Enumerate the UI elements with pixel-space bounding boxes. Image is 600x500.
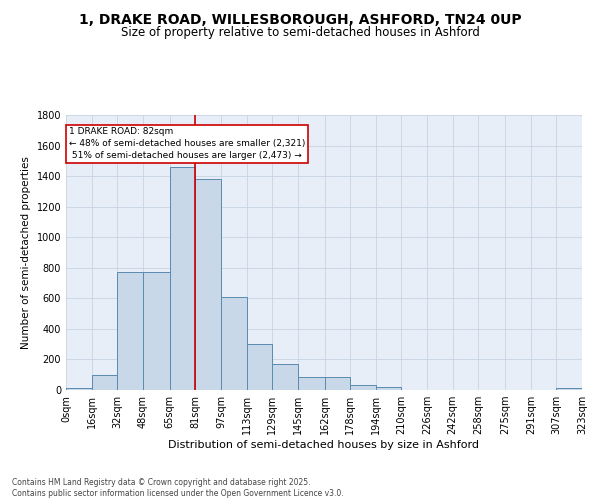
Bar xyxy=(170,167,196,390)
Text: Size of property relative to semi-detached houses in Ashford: Size of property relative to semi-detach… xyxy=(121,26,479,39)
Bar xyxy=(92,374,117,390)
Bar xyxy=(196,179,221,390)
Bar xyxy=(247,344,272,390)
Y-axis label: Number of semi-detached properties: Number of semi-detached properties xyxy=(21,156,31,349)
Bar xyxy=(221,297,247,390)
Bar xyxy=(117,272,143,390)
Bar xyxy=(66,388,92,390)
Bar xyxy=(350,386,376,390)
X-axis label: Distribution of semi-detached houses by size in Ashford: Distribution of semi-detached houses by … xyxy=(169,440,479,450)
Text: 1 DRAKE ROAD: 82sqm
← 48% of semi-detached houses are smaller (2,321)
 51% of se: 1 DRAKE ROAD: 82sqm ← 48% of semi-detach… xyxy=(69,127,305,160)
Bar xyxy=(556,388,582,390)
Text: 1, DRAKE ROAD, WILLESBOROUGH, ASHFORD, TN24 0UP: 1, DRAKE ROAD, WILLESBOROUGH, ASHFORD, T… xyxy=(79,12,521,26)
Bar xyxy=(143,272,170,390)
Bar xyxy=(272,364,298,390)
Text: Contains HM Land Registry data © Crown copyright and database right 2025.
Contai: Contains HM Land Registry data © Crown c… xyxy=(12,478,344,498)
Bar xyxy=(298,377,325,390)
Bar xyxy=(376,387,401,390)
Bar xyxy=(325,377,350,390)
